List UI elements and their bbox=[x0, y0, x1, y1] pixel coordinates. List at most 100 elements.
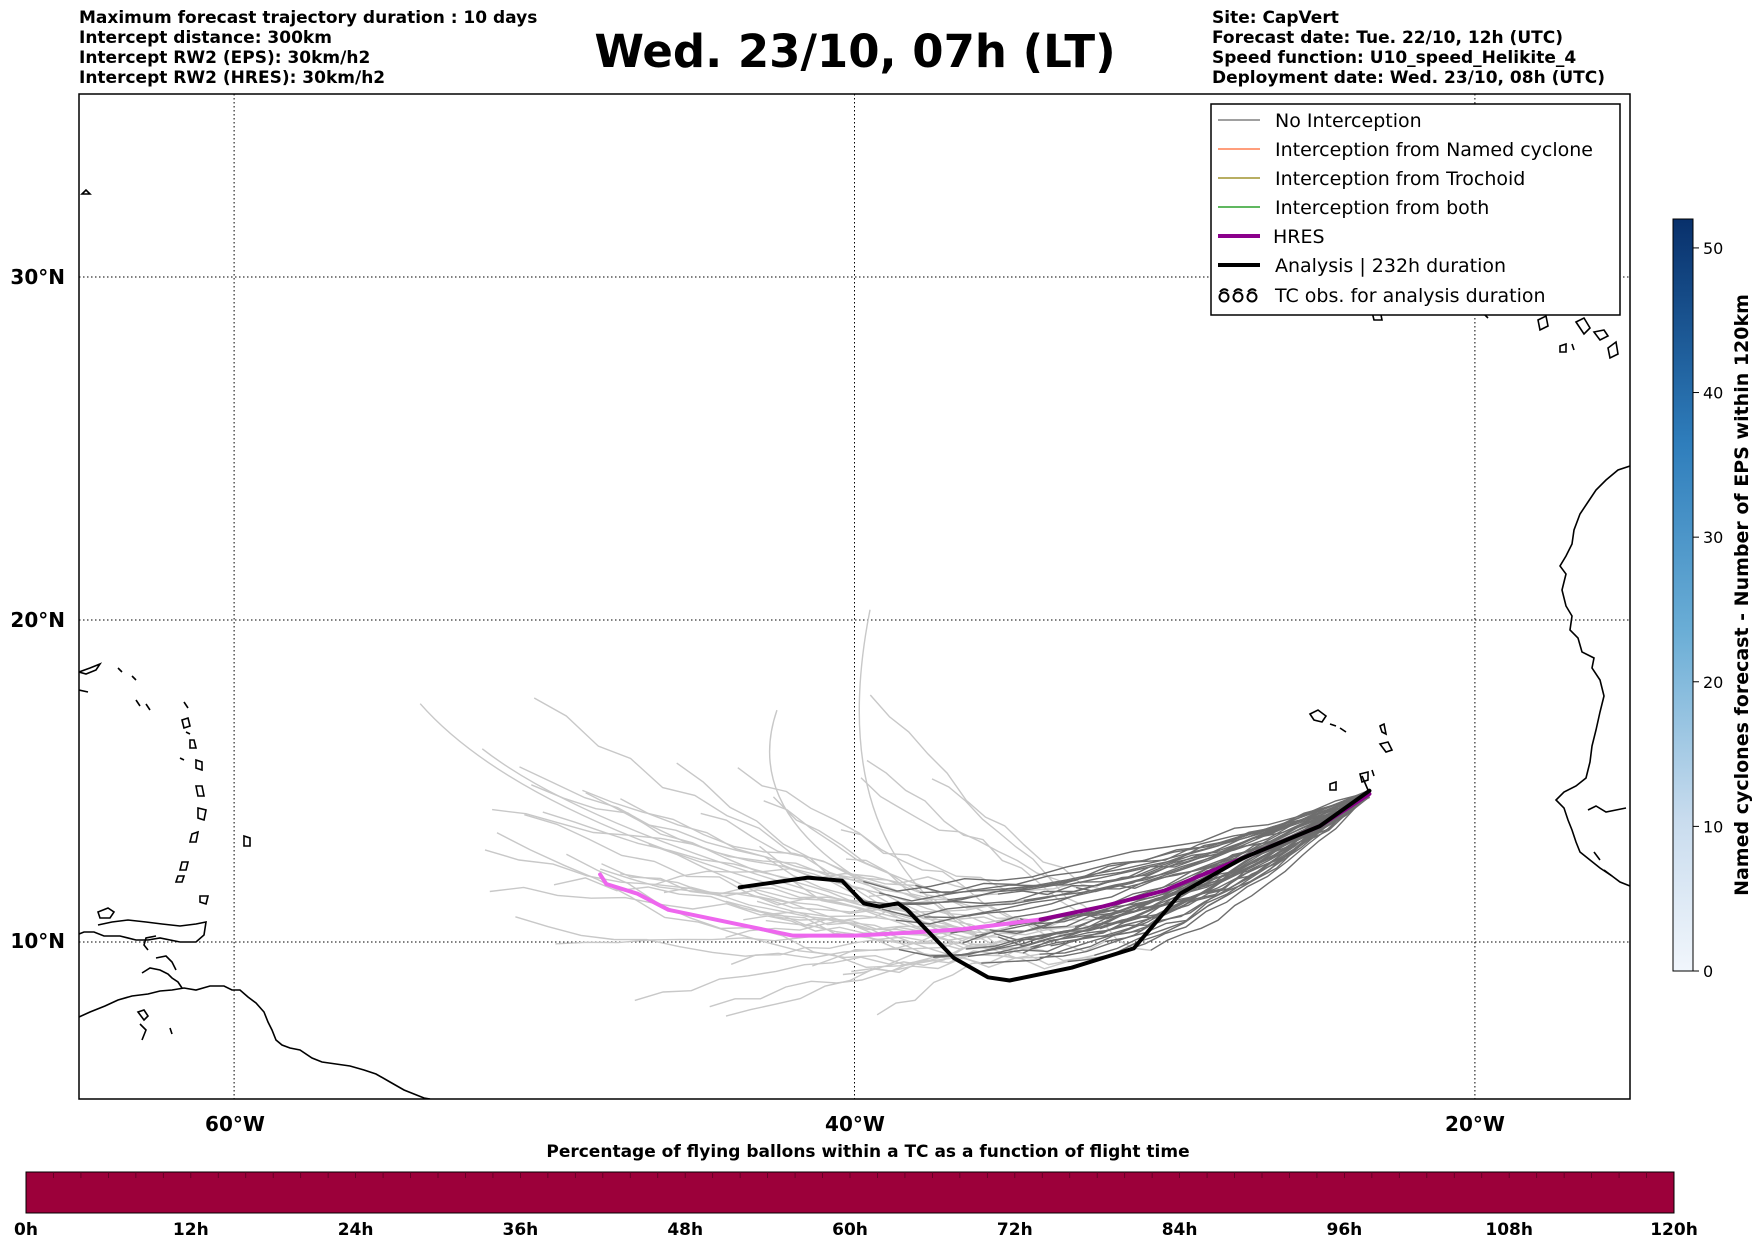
map-content bbox=[79, 94, 1630, 1099]
tc-symbol-icon bbox=[1218, 288, 1258, 303]
info-forecast-date: Forecast date: Tue. 22/10, 12h (UTC) bbox=[1212, 28, 1563, 48]
info-max-duration: Maximum forecast trajectory duration : 1… bbox=[79, 8, 538, 28]
eps-trajectory-segment bbox=[582, 789, 916, 887]
eps-trajectory-segment bbox=[924, 793, 1370, 919]
eps-trajectory-segment bbox=[765, 919, 1068, 970]
colorbar-right-tick-label: 40 bbox=[1703, 384, 1723, 403]
legend-label-no-interception: No Interception bbox=[1275, 110, 1422, 132]
eps-trajectory-segment bbox=[768, 709, 979, 937]
colorbar-bottom-tick-label: 36h bbox=[503, 1220, 539, 1240]
legend-label-trochoid: Interception from Trochoid bbox=[1275, 168, 1525, 190]
colorbar-bottom-tick-label: 96h bbox=[1327, 1220, 1363, 1240]
coast-africa-west bbox=[1587, 805, 1627, 877]
coast-venezuela-islands bbox=[136, 1009, 173, 1041]
legend-label-hres: HRES bbox=[1273, 226, 1325, 248]
coastlines bbox=[79, 188, 1630, 1099]
colorbar-bottom-tick-label: 84h bbox=[1162, 1220, 1198, 1240]
eps-trajectory-segment bbox=[1100, 790, 1370, 890]
eps-trajectory-segment bbox=[1124, 789, 1370, 952]
legend-box bbox=[1210, 103, 1621, 316]
eps-trajectory-segment bbox=[772, 796, 1095, 966]
eps-trajectory-segment bbox=[1010, 796, 1370, 892]
coast-caribbean-islands bbox=[79, 919, 207, 989]
eps-trajectory-segment bbox=[869, 694, 1101, 890]
coast-bermuda bbox=[80, 188, 92, 195]
coast-south-america bbox=[79, 985, 431, 1099]
eps-trajectory-segment bbox=[863, 791, 1370, 892]
colorbar-right: 0 10 20 30 40 50 Named cyclones forecast - Nu… bbox=[1672, 218, 1752, 981]
colorbar-bottom-tick-label: 120h bbox=[1650, 1220, 1698, 1240]
eps-trajectory-segment bbox=[725, 900, 999, 941]
analysis-track bbox=[737, 788, 1372, 983]
eps-trajectory-segment bbox=[620, 873, 1024, 913]
coast-africa bbox=[1554, 465, 1630, 887]
lat-label-30: 30°N bbox=[10, 265, 65, 289]
colorbar-bottom-tick-label: 48h bbox=[667, 1220, 703, 1240]
legend: No Interception Interception from Named … bbox=[1210, 103, 1621, 316]
hres-track-late bbox=[598, 872, 1043, 938]
lat-label-20: 20°N bbox=[10, 608, 65, 632]
eps-trajectory-segment bbox=[950, 796, 1370, 934]
eps-trajectory-segment bbox=[931, 778, 1151, 951]
eps-trajectory-segment bbox=[997, 790, 1370, 896]
eps-trajectory-segment bbox=[898, 792, 1370, 957]
eps-trajectory-segment bbox=[730, 926, 1075, 965]
colorbar-right-tick-label: 0 bbox=[1703, 962, 1713, 981]
eps-trajectory-segment bbox=[489, 886, 896, 921]
eps-trajectory-segment bbox=[858, 609, 979, 937]
lat-label-10: 10°N bbox=[10, 929, 65, 953]
run-info-right: Site: CapVert Forecast date: Tue. 22/10,… bbox=[1212, 8, 1605, 88]
colorbar-right-tick-label: 10 bbox=[1703, 817, 1723, 836]
eps-trajectory-segment bbox=[524, 814, 882, 915]
colorbar-bottom-tick-label: 24h bbox=[338, 1220, 374, 1240]
colorbar-right-tick-label: 50 bbox=[1703, 239, 1723, 258]
colorbar-right-label: Named cyclones forecast - Number of EPS … bbox=[1731, 294, 1752, 896]
info-site: Site: CapVert bbox=[1212, 8, 1339, 28]
colorbar-bottom-tick-label: 108h bbox=[1485, 1220, 1533, 1240]
eps-trajectory-segment bbox=[895, 790, 1370, 925]
info-speed-function: Speed function: U10_speed_Helikite_4 bbox=[1212, 48, 1577, 68]
eps-trajectory-segment bbox=[484, 849, 860, 902]
coast-puerto-rico bbox=[79, 662, 151, 711]
eps-trajectory-segment bbox=[896, 791, 1370, 905]
coast-lesser-antilles bbox=[174, 701, 251, 906]
eps-trajectory-segment bbox=[531, 784, 951, 934]
legend-label-named-cyclone: Interception from Named cyclone bbox=[1275, 139, 1593, 161]
info-deployment-date: Deployment date: Wed. 23/10, 08h (UTC) bbox=[1212, 68, 1606, 88]
lon-label-20w: 20°W bbox=[1445, 1112, 1505, 1136]
colorbar-bottom-tick-label: 60h bbox=[832, 1220, 868, 1240]
colorbar-bottom-tick-label: 72h bbox=[997, 1220, 1033, 1240]
colorbar-bottom-tick-label: 0h bbox=[14, 1220, 38, 1240]
eps-trajectory-segment bbox=[1032, 791, 1370, 950]
eps-trajectory-segment bbox=[419, 703, 979, 937]
lon-label-60w: 60°W bbox=[205, 1112, 265, 1136]
colorbar-bottom-segments bbox=[53, 1172, 1647, 1178]
lon-label-40w: 40°W bbox=[825, 1112, 885, 1136]
eps-trajectory-segment bbox=[481, 748, 979, 937]
colorbar-right-tick-label: 30 bbox=[1703, 528, 1723, 547]
colorbar-bottom-title: Percentage of flying ballons within a TC… bbox=[546, 1142, 1189, 1162]
eps-trajectory-segment bbox=[555, 932, 963, 945]
eps-trajectory-segment bbox=[599, 868, 897, 911]
eps-trajectory-segment bbox=[1023, 796, 1370, 902]
eps-trajectory-segment bbox=[709, 953, 1040, 1008]
legend-label-analysis: Analysis | 232h duration bbox=[1275, 255, 1506, 277]
colorbar-bottom: Percentage of flying ballons within a TC… bbox=[14, 1142, 1698, 1240]
legend-label-tc-obs: TC obs. for analysis duration bbox=[1274, 285, 1546, 307]
info-intercept-distance: Intercept distance: 300km bbox=[79, 28, 332, 48]
latitude-labels: 30°N 20°N 10°N bbox=[10, 265, 65, 953]
eps-trajectory-segment bbox=[878, 796, 1370, 902]
eps-trajectory-segment bbox=[868, 893, 1101, 932]
eps-trajectory-segment bbox=[1075, 791, 1370, 893]
coast-trinidad bbox=[97, 907, 116, 919]
colorbar-right-ticks: 0 10 20 30 40 50 bbox=[1693, 239, 1723, 981]
eps-trajectory-segment bbox=[663, 886, 990, 931]
eps-trajectory-segment bbox=[601, 863, 956, 936]
run-info-left: Maximum forecast trajectory duration : 1… bbox=[79, 8, 537, 88]
page-title: Wed. 23/10, 07h (LT) bbox=[594, 25, 1116, 78]
map-frame bbox=[78, 93, 1631, 1100]
colorbar-bottom-tick-label: 12h bbox=[173, 1220, 209, 1240]
info-intercept-eps: Intercept RW2 (EPS): 30km/h2 bbox=[79, 48, 371, 68]
legend-label-both: Interception from both bbox=[1275, 197, 1489, 219]
